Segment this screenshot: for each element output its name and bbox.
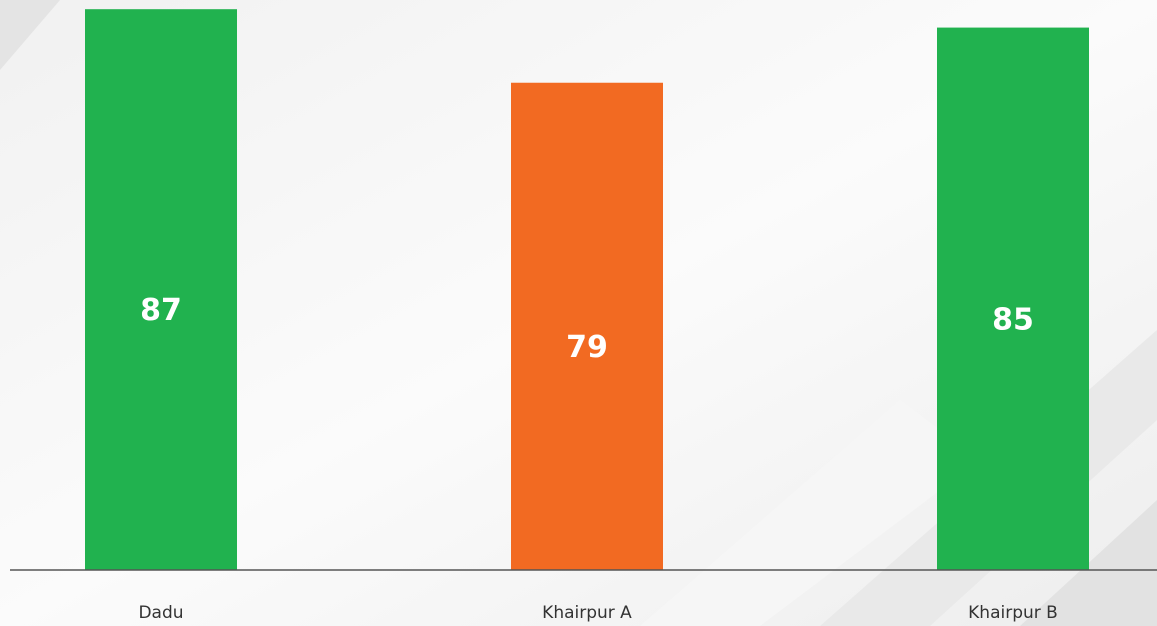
plot: 87 Dadu 79 Khairpur A 85 Khairpur B bbox=[85, 9, 1089, 623]
decor bbox=[0, 0, 60, 70]
x-tick-label: Dadu bbox=[138, 603, 183, 623]
x-tick-label: Khairpur A bbox=[542, 603, 632, 623]
x-tick-label: Khairpur B bbox=[968, 603, 1058, 623]
bar bbox=[937, 27, 1089, 571]
value-label: 85 bbox=[992, 302, 1034, 337]
value-label: 79 bbox=[566, 330, 608, 365]
value-label: 87 bbox=[140, 293, 182, 328]
bar bbox=[85, 9, 237, 571]
bar bbox=[511, 82, 663, 570]
